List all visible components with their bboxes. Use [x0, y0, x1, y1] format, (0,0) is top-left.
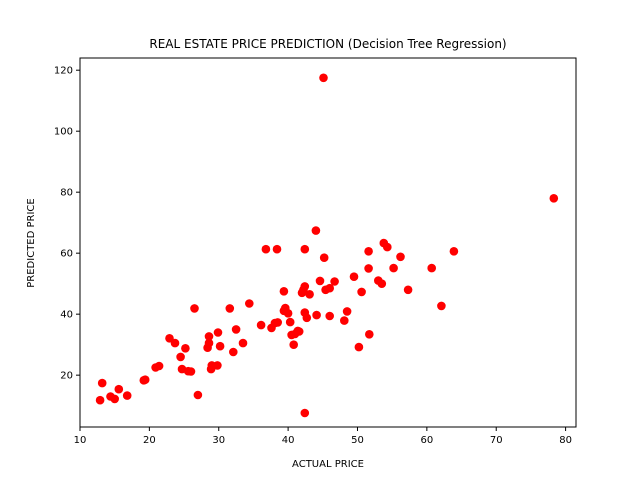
x-tick-label: 10 [74, 435, 87, 446]
y-tick-label: 60 [60, 249, 73, 260]
data-point [204, 338, 214, 348]
data-point [403, 285, 413, 295]
data-point [357, 287, 366, 297]
data-point [190, 304, 199, 313]
data-point [449, 247, 459, 256]
data-point [437, 301, 446, 311]
data-point [122, 391, 132, 400]
data-point [97, 378, 107, 388]
data-point [365, 330, 374, 339]
data-point [140, 375, 150, 385]
data-point [300, 408, 310, 418]
x-axis-label: ACTUAL PRICE [292, 459, 364, 470]
data-point [325, 311, 335, 321]
data-point [213, 361, 222, 370]
y-tick-label: 100 [54, 127, 73, 138]
data-point [325, 283, 335, 293]
x-tick-label: 80 [559, 435, 572, 446]
data-point [261, 244, 271, 254]
data-point [215, 341, 225, 351]
x-tick-label: 70 [490, 435, 503, 446]
data-point [154, 361, 164, 371]
data-point [238, 338, 248, 348]
data-point [311, 226, 321, 235]
data-point [302, 313, 312, 323]
data-point [319, 253, 329, 262]
x-tick-label: 50 [351, 435, 364, 446]
data-point [300, 282, 310, 291]
y-axis-label: PREDICTED PRICE [26, 198, 37, 287]
data-point [389, 263, 398, 273]
data-point [549, 194, 559, 203]
data-point [181, 344, 190, 353]
data-point [377, 279, 387, 289]
data-point [213, 328, 223, 337]
data-point [193, 390, 203, 400]
data-point [427, 263, 437, 273]
data-point [176, 352, 185, 362]
x-tick-label: 60 [420, 435, 433, 446]
data-point [364, 264, 373, 273]
x-tick-label: 40 [282, 435, 295, 446]
x-tick-label: 30 [212, 435, 225, 446]
y-tick-label: 20 [60, 371, 73, 382]
y-tick-label: 40 [60, 310, 73, 321]
data-point [231, 325, 241, 334]
x-tick-label: 20 [143, 435, 156, 446]
data-point [95, 395, 105, 405]
data-point [285, 317, 295, 327]
data-point [273, 318, 283, 327]
data-point [396, 252, 405, 262]
y-tick-label: 80 [60, 188, 73, 199]
data-point [170, 338, 180, 348]
data-point [294, 327, 304, 336]
data-point [229, 347, 238, 357]
data-point [289, 340, 299, 350]
data-point [319, 73, 328, 83]
data-point [300, 244, 310, 254]
data-points [95, 73, 559, 418]
data-point [349, 272, 359, 282]
data-point [383, 242, 392, 252]
data-point [340, 316, 349, 325]
chart-title: REAL ESTATE PRICE PREDICTION (Decision T… [149, 37, 506, 51]
data-point [312, 310, 321, 320]
data-point [279, 287, 289, 296]
data-point [330, 277, 339, 286]
data-point [283, 309, 293, 318]
y-axis: 20 40 60 80 100 120 [54, 66, 80, 382]
data-point [204, 332, 214, 341]
data-point [114, 384, 124, 394]
data-point [364, 247, 373, 256]
data-point [110, 394, 119, 404]
data-point [245, 299, 254, 308]
y-tick-label: 120 [54, 66, 73, 77]
plot-frame [79, 57, 577, 428]
data-point [225, 304, 235, 313]
data-point [256, 320, 266, 330]
data-point [272, 244, 282, 254]
data-point [342, 307, 352, 316]
data-point [186, 367, 196, 376]
data-point [354, 342, 364, 352]
data-point [305, 290, 314, 299]
x-axis: 10 20 30 40 50 60 70 80 [74, 427, 572, 446]
data-point [315, 276, 325, 286]
